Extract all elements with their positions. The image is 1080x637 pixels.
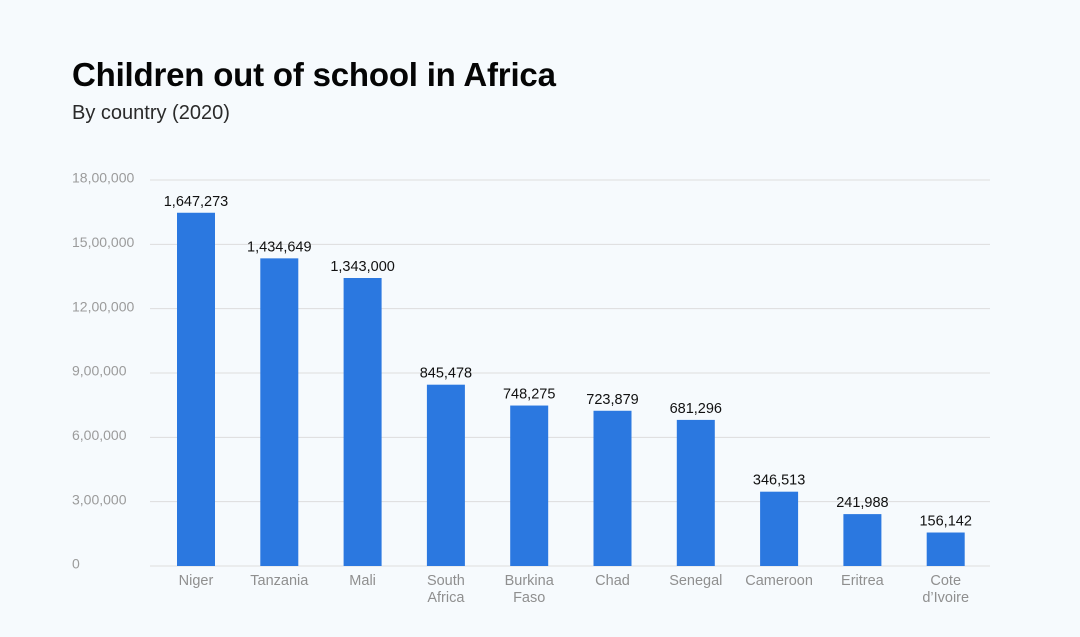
category-label: Cameroon (745, 573, 813, 589)
bar (510, 405, 549, 566)
bar (593, 410, 632, 566)
data-label: 845,478 (420, 366, 472, 382)
y-tick-label: 3,00,000 (72, 491, 127, 507)
bar (843, 514, 882, 566)
y-tick-label: 0 (72, 556, 80, 572)
y-tick-label: 15,00,000 (72, 234, 134, 250)
category-label: Burkina (505, 573, 555, 589)
data-label: 1,343,000 (330, 259, 395, 275)
category-label: Senegal (669, 573, 722, 589)
y-tick-label: 12,00,000 (72, 298, 134, 314)
data-label: 1,434,649 (247, 239, 312, 255)
category-label: Eritrea (841, 573, 885, 589)
data-label: 681,296 (670, 401, 722, 417)
data-label: 1,647,273 (164, 194, 229, 210)
bar (926, 532, 965, 566)
data-label: 346,513 (753, 473, 805, 489)
bar (426, 384, 465, 566)
bar (177, 212, 215, 566)
category-label: Faso (513, 590, 545, 606)
chart-subtitle: By country (2020) (72, 102, 230, 124)
bars (177, 212, 965, 566)
y-tick-label: 18,00,000 (72, 170, 134, 186)
category-label: Tanzania (250, 573, 309, 589)
y-tick-label: 6,00,000 (72, 427, 127, 443)
data-label: 241,988 (836, 495, 888, 511)
y-tick-label: 9,00,000 (72, 363, 127, 379)
bar (676, 419, 715, 566)
category-label: Cote (930, 573, 961, 589)
category-label: Africa (427, 590, 465, 606)
bar (343, 278, 382, 566)
category-label: Mali (349, 573, 376, 589)
category-label: d’Ivoire (922, 590, 969, 606)
chart-title: Children out of school in Africa (72, 56, 556, 93)
bar (260, 258, 299, 566)
data-label: 748,275 (503, 387, 555, 403)
bar (760, 491, 799, 566)
category-label: South (427, 573, 465, 589)
data-label: 156,142 (919, 514, 971, 530)
category-label: Chad (595, 573, 630, 589)
data-labels: 1,647,273 1,434,649 1,343,000 845,478 748,27… (164, 194, 972, 530)
category-label: Niger (179, 573, 214, 589)
y-axis-tick-labels: 0 3,00,000 6,00,000 9,00,000 12,00,000 15,00,… (72, 170, 134, 572)
data-label: 723,879 (586, 392, 638, 408)
